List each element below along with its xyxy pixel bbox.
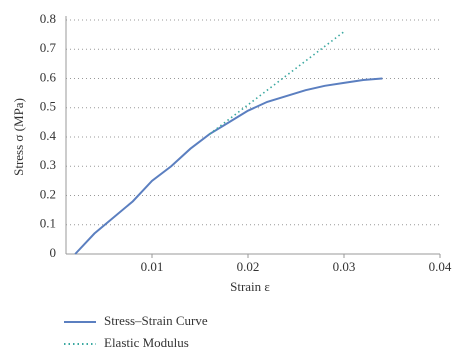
x-tick-label: 0.02	[237, 259, 260, 274]
y-tick-label: 0.7	[40, 40, 57, 55]
series-line	[209, 31, 345, 135]
y-tick-label: 0	[50, 245, 57, 260]
y-tick-label: 0.5	[40, 99, 56, 114]
legend-label: Stress–Strain Curve	[104, 313, 208, 328]
y-tick-label: 0.8	[40, 11, 56, 26]
y-tick-label: 0.2	[40, 186, 56, 201]
series-line	[74, 77, 383, 255]
x-axis-label: Strain ε	[230, 279, 270, 294]
y-tick-label: 0.3	[40, 157, 56, 172]
y-axis-label: Stress σ (MPa)	[11, 98, 26, 176]
y-tick-label: 0.4	[40, 128, 57, 143]
legend-label: Elastic Modulus	[104, 335, 189, 350]
y-tick-label: 0.1	[40, 216, 56, 231]
x-tick-label: 0.01	[141, 259, 164, 274]
x-tick-label: 0.04	[429, 259, 452, 274]
y-tick-label: 0.6	[40, 69, 57, 84]
x-tick-label: 0.03	[333, 259, 356, 274]
